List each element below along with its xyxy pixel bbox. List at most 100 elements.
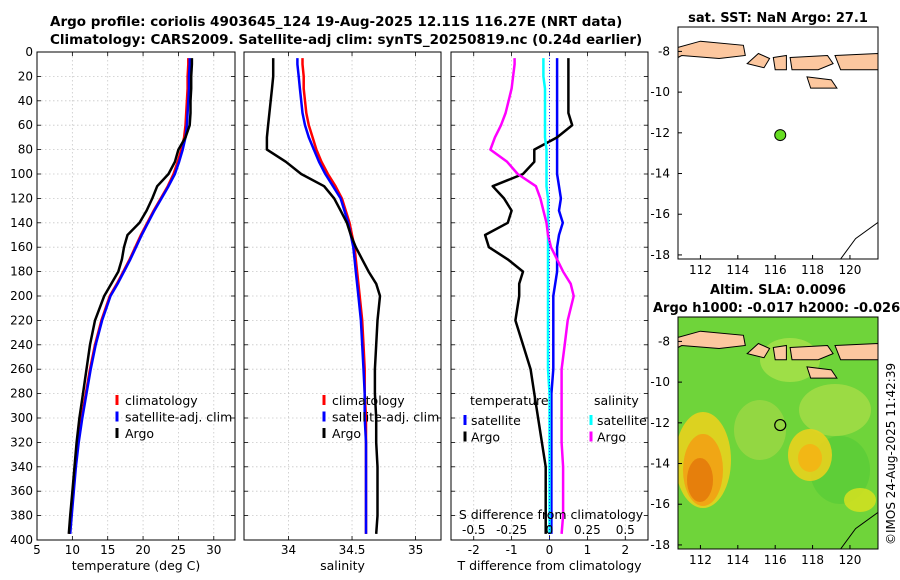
y-tick-label: 0	[25, 45, 33, 59]
map-sla-content	[678, 317, 878, 549]
land-polygon	[806, 76, 838, 89]
y-tick-label: 380	[10, 509, 33, 523]
land-polygon	[789, 344, 834, 361]
map-x-tick-label: 116	[764, 553, 787, 567]
y-tick-label: 320	[10, 435, 33, 449]
panel-1: 34 34.5 35 salinity climatology satellite-adj…	[243, 51, 442, 573]
map-y-tick-label: -14	[650, 167, 670, 181]
panel-0: 5 10 15 20 25 3002040608010012014016018020022…	[10, 45, 236, 573]
profile-title: Argo profile: coriolis 4903645_124 19-Au…	[50, 14, 623, 30]
s-tick-label: 0	[546, 523, 554, 537]
land-polygon	[678, 40, 746, 60]
map-sst: sat. SST: NaN Argo: 27.1 112 114 116 118 120 -…	[650, 11, 879, 277]
legend-label: climatology	[332, 393, 405, 408]
y-tick-label: 220	[10, 313, 33, 327]
y-tick-label: 20	[18, 69, 33, 83]
s-tick-label: -0.5	[462, 523, 485, 537]
x-tick-label: 10	[65, 543, 80, 557]
panel-2: -2 -1 0 1 2T difference from climatology temp…	[450, 51, 649, 573]
legend-label: satellite-adj. clim	[332, 410, 439, 425]
series-group	[265, 58, 382, 534]
x-tick-label: 25	[171, 543, 186, 557]
y-tick-label: 340	[10, 460, 33, 474]
x-tick-label: 34.5	[339, 543, 366, 557]
sla-anomaly-blob	[844, 488, 876, 512]
map-frame	[677, 316, 879, 550]
map-y-tick-label: -8	[658, 334, 670, 348]
series-line-satellite-adj.-clim	[296, 58, 368, 534]
map-y-tick-label: -14	[650, 457, 670, 471]
legend-label: satellite	[471, 413, 521, 428]
sla-anomaly-blob	[734, 400, 786, 460]
y-tick-label: 160	[10, 240, 33, 254]
x-tick-label: 15	[100, 543, 115, 557]
series-line-satellite-adj.-clim	[68, 58, 191, 535]
y-tick-label: 240	[10, 338, 33, 352]
y-tick-label: 300	[10, 411, 33, 425]
map-x-tick-label: 114	[726, 553, 749, 567]
s-tick-label: -0.25	[496, 523, 527, 537]
map-sst-content	[678, 40, 878, 259]
coastline-australia	[840, 221, 878, 259]
argo-float-marker	[774, 129, 787, 142]
x-tick-label: 1	[584, 543, 592, 557]
legend-title-temperature: temperature	[470, 393, 549, 408]
sla-anomaly-blob	[799, 384, 871, 436]
axes-frame	[243, 51, 442, 541]
map-sla-title: Altim. SLA: 0.0096	[710, 283, 846, 298]
x-axis-label: salinity	[320, 558, 365, 573]
credit-text: ©IMOS 24-Aug-2025 11:42:39	[884, 363, 898, 545]
map-y-tick-label: -16	[650, 497, 670, 511]
x-tick-label: 30	[206, 543, 221, 557]
s-axis-label: S difference from climatology	[459, 507, 644, 522]
legend-label: Argo	[471, 430, 500, 445]
map-y-tick-label: -16	[650, 207, 670, 221]
y-tick-label: 180	[10, 265, 33, 279]
y-tick-label: 400	[10, 533, 33, 547]
map-x-tick-label: 118	[801, 553, 824, 567]
land-polygon	[678, 330, 746, 350]
axes-frame	[36, 51, 236, 541]
y-tick-label: 200	[10, 289, 33, 303]
x-tick-label: 34	[281, 543, 296, 557]
x-axis-label: T difference from climatology	[456, 558, 642, 573]
land-polygon	[834, 342, 878, 361]
x-tick-label: -1	[506, 543, 518, 557]
y-tick-label: 80	[18, 143, 33, 157]
map-x-tick-label: 112	[689, 263, 712, 277]
map-x-tick-label: 120	[839, 263, 862, 277]
map-x-tick-label: 118	[801, 263, 824, 277]
map-y-tick-label: -10	[650, 85, 670, 99]
series-line-temperature-satellite	[550, 58, 565, 534]
map-x-tick-label: 112	[689, 553, 712, 567]
map-y-tick-label: -18	[650, 248, 670, 262]
s-tick-label: 0.5	[616, 523, 635, 537]
legend-title-salinity: salinity	[594, 393, 639, 408]
sla-anomaly-blob	[687, 458, 713, 502]
y-tick-label: 280	[10, 387, 33, 401]
y-tick-label: 260	[10, 362, 33, 376]
legend-label: climatology	[125, 393, 198, 408]
land-polygon	[772, 54, 787, 71]
map-sla-subtitle: Argo h1000: -0.017 h2000: -0.026	[653, 301, 900, 316]
x-tick-label: -2	[468, 543, 480, 557]
y-tick-label: 360	[10, 484, 33, 498]
s-tick-label: 0.25	[574, 523, 601, 537]
y-tick-label: 100	[10, 167, 33, 181]
map-frame	[677, 26, 879, 260]
land-polygon	[834, 52, 878, 71]
x-tick-label: 35	[408, 543, 423, 557]
legend-label: Argo	[332, 426, 361, 441]
series-line-temperature-Argo	[483, 58, 574, 534]
x-tick-label: 0	[546, 543, 554, 557]
map-x-tick-label: 120	[839, 553, 862, 567]
legend-label: Argo	[125, 426, 154, 441]
map-y-tick-label: -12	[650, 126, 670, 140]
axes-frame	[450, 51, 649, 541]
series-line-Argo	[265, 58, 382, 534]
x-tick-label: 20	[135, 543, 150, 557]
y-tick-label: 60	[18, 118, 33, 132]
land-polygon	[806, 366, 838, 379]
land-polygon	[789, 54, 834, 71]
map-y-tick-label: -12	[650, 416, 670, 430]
